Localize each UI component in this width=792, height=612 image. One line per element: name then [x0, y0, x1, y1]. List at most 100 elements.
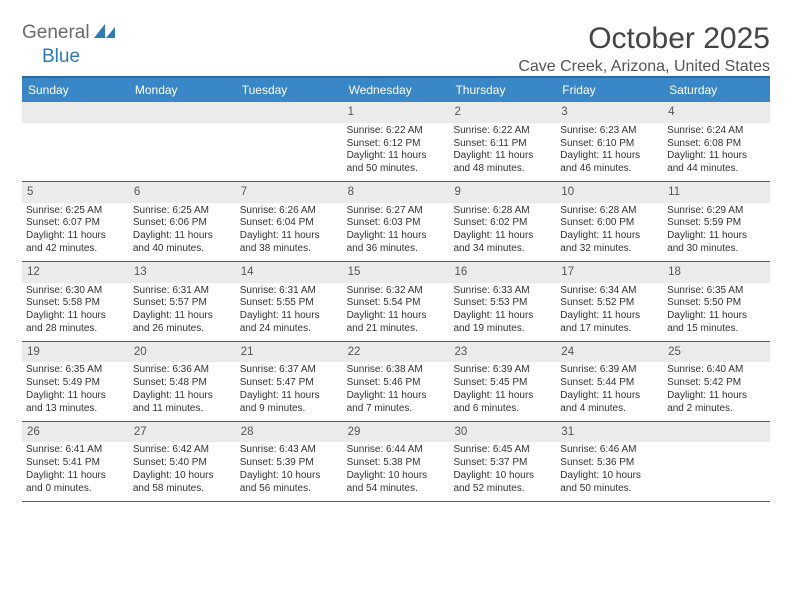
- day-cell: 17Sunrise: 6:34 AMSunset: 5:52 PMDayligh…: [556, 262, 663, 341]
- sunset-line: Sunset: 5:36 PM: [560, 457, 634, 468]
- sunset-line: Sunset: 5:54 PM: [347, 297, 421, 308]
- day-info: Sunrise: 6:42 AM Sunset: 5:40 PM Daylight:…: [133, 442, 232, 495]
- brand-text-general: General: [22, 22, 90, 44]
- daylight-line: Daylight: 11 hours and 4 minutes.: [560, 390, 640, 414]
- day-cell: 1Sunrise: 6:22 AMSunset: 6:12 PMDaylight…: [343, 102, 450, 181]
- sunset-line: Sunset: 5:53 PM: [453, 297, 527, 308]
- sunset-line: Sunset: 5:55 PM: [240, 297, 314, 308]
- daylight-line: Daylight: 11 hours and 48 minutes.: [453, 150, 533, 174]
- day-cell: 26Sunrise: 6:41 AMSunset: 5:41 PMDayligh…: [22, 422, 129, 501]
- day-number: 17: [556, 262, 663, 283]
- daylight-line: Daylight: 11 hours and 9 minutes.: [240, 390, 320, 414]
- day-cell: 18Sunrise: 6:35 AMSunset: 5:50 PMDayligh…: [663, 262, 770, 341]
- sunset-line: Sunset: 5:47 PM: [240, 377, 314, 388]
- daylight-line: Daylight: 11 hours and 21 minutes.: [347, 310, 427, 334]
- daylight-line: Daylight: 11 hours and 26 minutes.: [133, 310, 213, 334]
- day-cell: 21Sunrise: 6:37 AMSunset: 5:47 PMDayligh…: [236, 342, 343, 421]
- day-cell: 14Sunrise: 6:31 AMSunset: 5:55 PMDayligh…: [236, 262, 343, 341]
- day-cell: 24Sunrise: 6:39 AMSunset: 5:44 PMDayligh…: [556, 342, 663, 421]
- day-of-week-header: SundayMondayTuesdayWednesdayThursdayFrid…: [22, 78, 770, 102]
- sunrise-line: Sunrise: 6:24 AM: [667, 125, 743, 136]
- day-info: Sunrise: 6:40 AMSunset: 5:42 PMDaylight:…: [667, 362, 766, 415]
- day-info: Sunrise: 6:39 AMSunset: 5:45 PMDaylight:…: [453, 362, 552, 415]
- daylight-line: Daylight: 11 hours and 7 minutes.: [347, 390, 427, 414]
- sunset-line: Sunset: 5:59 PM: [667, 217, 741, 228]
- day-number: 20: [129, 342, 236, 363]
- sunset-line: Sunset: 6:12 PM: [347, 138, 421, 149]
- sunset-line: Sunset: 5:40 PM: [133, 457, 207, 468]
- sunset-line: Sunset: 6:03 PM: [347, 217, 421, 228]
- sunrise-line: Sunrise: 6:30 AM: [26, 285, 102, 296]
- day-number: 4: [663, 102, 770, 123]
- day-info: Sunrise: 6:45 AMSunset: 5:37 PMDaylight:…: [453, 442, 552, 495]
- location-subtitle: Cave Creek, Arizona, United States: [518, 58, 770, 76]
- day-info: Sunrise: 6:25 AMSunset: 6:07 PMDaylight:…: [26, 203, 125, 256]
- sunset-line: Sunset: 6:11 PM: [453, 138, 526, 149]
- dow-tuesday: Tuesday: [236, 78, 343, 102]
- brand-sail-icon: [94, 23, 116, 44]
- day-number: 19: [22, 342, 129, 363]
- day-number: 8: [343, 182, 450, 203]
- sunrise-line: Sunrise: 6:22 AM: [453, 125, 529, 136]
- day-number: 1: [343, 102, 450, 123]
- day-number: 30: [449, 422, 556, 443]
- daylight-line: Daylight: 11 hours and 40 minutes.: [133, 230, 213, 254]
- day-number: 16: [449, 262, 556, 283]
- day-cell: 6Sunrise: 6:25 AMSunset: 6:06 PMDaylight…: [129, 182, 236, 261]
- sunset-line: Sunset: 5:37 PM: [453, 457, 527, 468]
- dow-wednesday: Wednesday: [343, 78, 450, 102]
- daylight-line: Daylight: 10 hours and 58 minutes.: [133, 470, 214, 494]
- day-cell: 8Sunrise: 6:27 AMSunset: 6:03 PMDaylight…: [343, 182, 450, 261]
- sunrise-line: Sunrise: 6:33 AM: [453, 285, 529, 296]
- day-cell: 29Sunrise: 6:44 AMSunset: 5:38 PMDayligh…: [343, 422, 450, 501]
- day-number: 11: [663, 182, 770, 203]
- sunset-line: Sunset: 5:46 PM: [347, 377, 421, 388]
- day-number: 23: [449, 342, 556, 363]
- daylight-line: Daylight: 11 hours and 30 minutes.: [667, 230, 747, 254]
- sunrise-line: Sunrise: 6:35 AM: [26, 364, 102, 375]
- week-row: 5Sunrise: 6:25 AMSunset: 6:07 PMDaylight…: [22, 182, 770, 262]
- day-number: 24: [556, 342, 663, 363]
- day-number: [129, 102, 236, 123]
- day-number: 18: [663, 262, 770, 283]
- empty-cell: [236, 102, 343, 181]
- daylight-line: Daylight: 11 hours and 34 minutes.: [453, 230, 533, 254]
- day-number: [236, 102, 343, 123]
- day-number: 22: [343, 342, 450, 363]
- day-number: 29: [343, 422, 450, 443]
- day-number: 25: [663, 342, 770, 363]
- daylight-line: Daylight: 10 hours and 52 minutes.: [453, 470, 534, 494]
- day-info: Sunrise: 6:34 AMSunset: 5:52 PMDaylight:…: [560, 283, 659, 336]
- day-info: Sunrise: 6:32 AMSunset: 5:54 PMDaylight:…: [347, 283, 446, 336]
- sunrise-line: Sunrise: 6:26 AM: [240, 205, 316, 216]
- day-number: 31: [556, 422, 663, 443]
- sunrise-line: Sunrise: 6:25 AM: [26, 205, 102, 216]
- day-info: Sunrise: 6:46 AMSunset: 5:36 PMDaylight:…: [560, 442, 659, 495]
- sunset-line: Sunset: 6:10 PM: [560, 138, 634, 149]
- day-cell: 22Sunrise: 6:38 AMSunset: 5:46 PMDayligh…: [343, 342, 450, 421]
- day-info: [26, 123, 125, 173]
- day-info: Sunrise: 6:35 AMSunset: 5:49 PMDaylight:…: [26, 362, 125, 415]
- daylight-line: Daylight: 11 hours and 15 minutes.: [667, 310, 747, 334]
- sunrise-line: Sunrise: 6:39 AM: [560, 364, 636, 375]
- day-cell: 19Sunrise: 6:35 AMSunset: 5:49 PMDayligh…: [22, 342, 129, 421]
- empty-cell: [129, 102, 236, 181]
- day-number: 14: [236, 262, 343, 283]
- header: General October 2025 Cave Creek, Arizona…: [22, 22, 770, 76]
- daylight-line: Daylight: 11 hours and 2 minutes.: [667, 390, 747, 414]
- day-number: 15: [343, 262, 450, 283]
- day-number: 10: [556, 182, 663, 203]
- daylight-line: Daylight: 11 hours and 44 minutes.: [667, 150, 747, 174]
- daylight-line: Daylight: 11 hours and 11 minutes.: [133, 390, 213, 414]
- day-info: Sunrise: 6:35 AMSunset: 5:50 PMDaylight:…: [667, 283, 766, 336]
- day-number: 12: [22, 262, 129, 283]
- sunrise-line: Sunrise: 6:42 AM: [133, 444, 209, 455]
- sunset-line: Sunset: 5:42 PM: [667, 377, 741, 388]
- day-cell: 15Sunrise: 6:32 AMSunset: 5:54 PMDayligh…: [343, 262, 450, 341]
- day-cell: 28Sunrise: 6:43 AMSunset: 5:39 PMDayligh…: [236, 422, 343, 501]
- sunrise-line: Sunrise: 6:31 AM: [133, 285, 209, 296]
- sunrise-line: Sunrise: 6:27 AM: [347, 205, 423, 216]
- dow-friday: Friday: [556, 78, 663, 102]
- day-cell: 7Sunrise: 6:26 AMSunset: 6:04 PMDaylight…: [236, 182, 343, 261]
- month-title: October 2025: [518, 22, 770, 56]
